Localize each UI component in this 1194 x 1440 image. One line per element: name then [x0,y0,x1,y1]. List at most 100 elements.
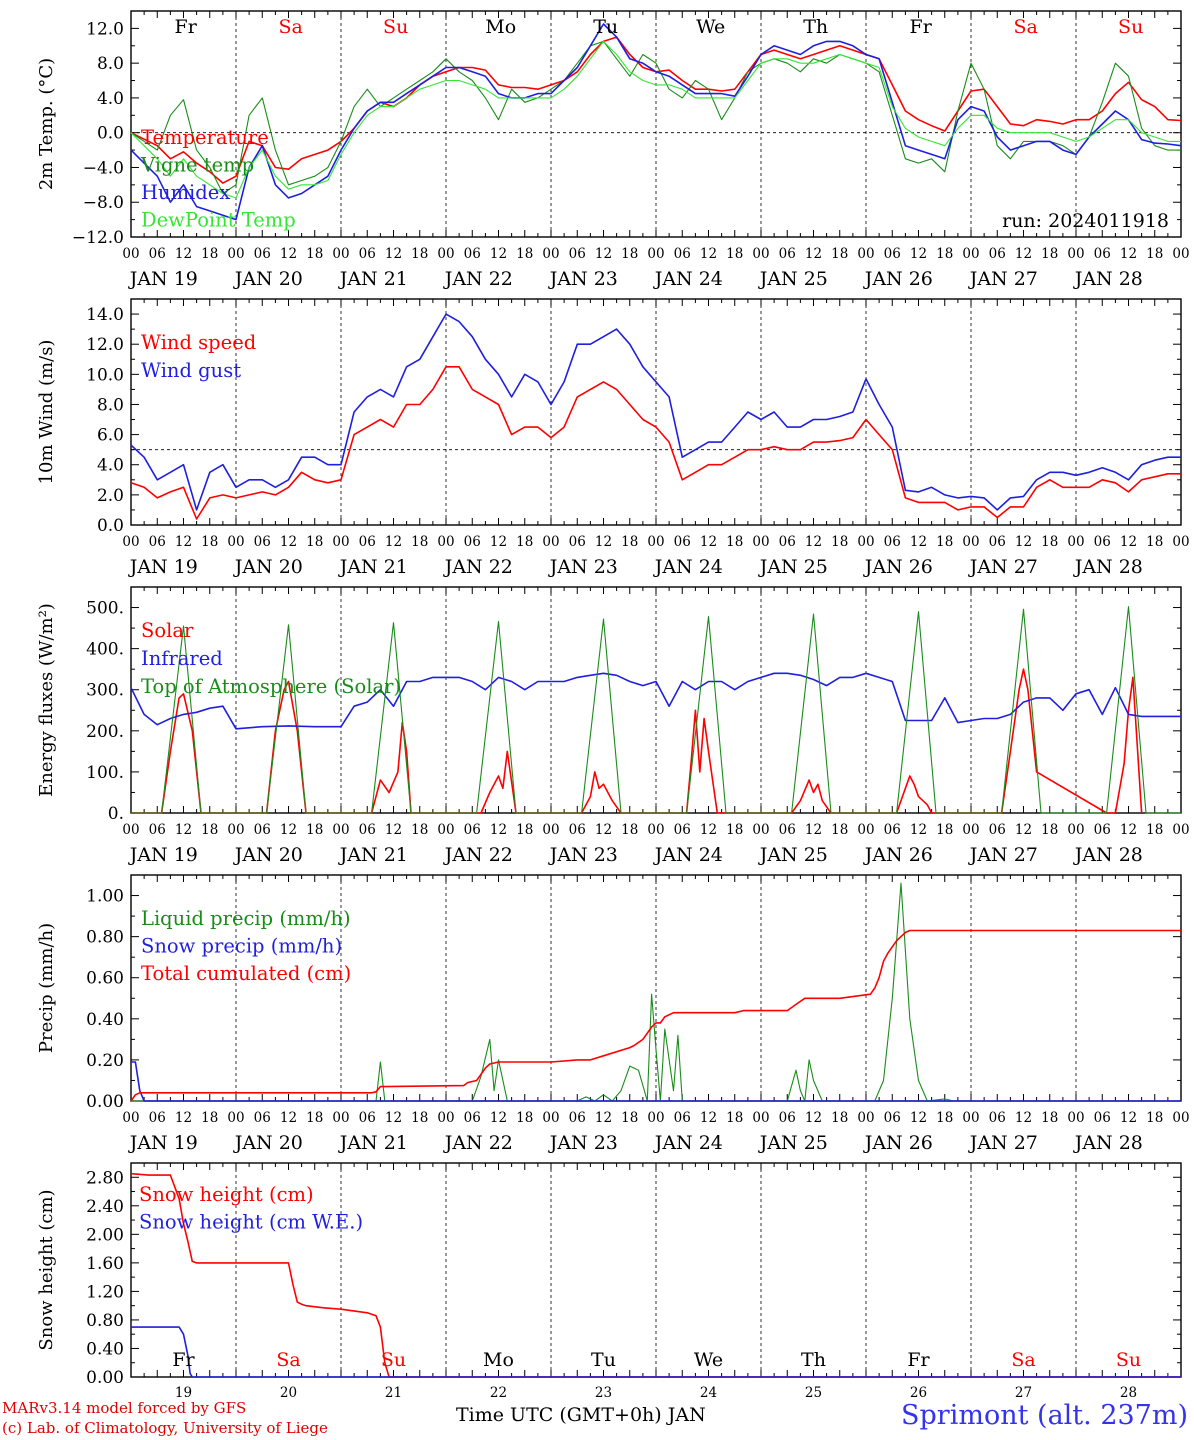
x-tick-label: 12 [700,534,717,550]
weekday-label-bottom: Fr [907,1349,930,1371]
x-tick-label: 06 [569,534,586,550]
weekday-label-bottom: Fr [172,1349,195,1371]
date-label: JAN 20 [233,1132,303,1154]
weekday-label-bottom: Sa [1011,1349,1035,1371]
legend-entry: Total cumulated (cm) [141,962,351,985]
x-tick-label: 06 [1094,246,1111,262]
legend-entry: DewPoint Temp [141,209,296,232]
x-tick-label: 06 [989,534,1006,550]
x-tick-label: 12 [700,1110,717,1126]
date-label: JAN 27 [968,556,1038,578]
day-number: 21 [385,1385,402,1401]
x-tick-label: 00 [752,822,769,838]
legend-entry: Snow precip (mm/h) [141,935,342,958]
y-tick-label: 400. [86,640,124,660]
weekday-label: Tu [593,16,618,38]
x-tick-label: 18 [201,1110,218,1126]
x-tick-label: 12 [595,534,612,550]
date-label: JAN 23 [548,556,618,578]
weekday-label: Fr [175,16,198,38]
date-label: JAN 28 [1073,556,1143,578]
x-tick-label: 06 [1094,534,1111,550]
x-tick-label: 18 [1146,822,1163,838]
y-tick-label: 2.0 [97,486,124,506]
x-tick-label: 12 [490,1110,507,1126]
y-tick-label: −4.0 [83,158,124,178]
date-label: JAN 27 [968,844,1038,866]
legend-entry: Solar [141,619,194,642]
date-label: JAN 26 [863,556,933,578]
x-tick-label: 18 [1146,1110,1163,1126]
x-tick-label: 18 [411,534,428,550]
x-tick-label: 12 [1015,822,1032,838]
x-tick-label: 00 [227,246,244,262]
weekday-label-bottom: We [694,1349,723,1371]
x-tick-label: 18 [411,1110,428,1126]
x-tick-label: 00 [122,534,139,550]
x-tick-label: 00 [122,1110,139,1126]
date-label: JAN 23 [548,268,618,290]
x-tick-label: 18 [306,534,323,550]
date-label: JAN 26 [863,844,933,866]
y-tick-label: 300. [86,681,124,701]
x-tick-label: 12 [385,822,402,838]
x-tick-label: 06 [464,534,481,550]
weekday-label-bottom: Su [381,1349,406,1371]
panel-3: 00 06 12 18 00 06 12 18 00 06 12 18 00 06 12 18 00 06 12 18… [36,586,1190,866]
x-tick-label: 12 [1015,534,1032,550]
x-tick-label: 06 [674,246,691,262]
x-tick-label: 00 [962,822,979,838]
legend-entry: Top of Atmosphere (Solar) [141,675,401,698]
x-tick-label: 18 [936,1110,953,1126]
x-tick-label: 00 [1172,246,1189,262]
y-tick-label: 0.20 [86,1051,124,1071]
day-number: 24 [700,1385,717,1401]
x-tick-label: 18 [411,822,428,838]
x-tick-label: 00 [962,246,979,262]
x-tick-label: 12 [1015,246,1032,262]
series-line-green [131,606,1181,814]
x-tick-label: 18 [1041,246,1058,262]
x-tick-label: 00 [857,246,874,262]
x-tick-label: 06 [674,534,691,550]
x-tick-label: 00 [437,246,454,262]
series-line-blue [130,313,1181,511]
date-label: JAN 28 [1073,268,1143,290]
panel-2: 00 06 12 18 00 06 12 18 00 06 12 18 00 06 12 18 00 06 12 18… [36,298,1190,578]
x-tick-label: 06 [359,534,376,550]
x-tick-label: 00 [647,246,664,262]
x-tick-label: 12 [805,534,822,550]
series-line-blue [130,23,1182,221]
x-tick-label: 00 [332,822,349,838]
series-line-red [130,929,1181,1102]
x-tick-label: 06 [1094,822,1111,838]
x-tick-label: 00 [752,246,769,262]
y-tick-label: 500. [86,599,124,619]
model-credit: MARv3.14 model forced by GFS [2,1399,247,1417]
weekday-label: Sa [1014,16,1038,38]
y-tick-label: 2.80 [86,1168,124,1188]
date-label: JAN 20 [233,268,303,290]
y-axis-title: Precip (mm/h) [36,923,57,1053]
x-tick-label: 18 [726,534,743,550]
x-tick-label: 06 [359,246,376,262]
day-number: 20 [280,1385,297,1401]
x-tick-label: 00 [1067,1110,1084,1126]
x-tick-label: 00 [857,1110,874,1126]
series-line-green [130,40,1181,195]
y-tick-label: 4.0 [97,456,124,476]
y-tick-label: 8.0 [97,54,124,74]
series-line-red [130,365,1181,520]
y-tick-label: 4.0 [97,89,124,109]
x-tick-label: 12 [175,246,192,262]
x-tick-label: 18 [1041,1110,1058,1126]
x-tick-label: 06 [254,246,271,262]
x-tick-label: 18 [306,1110,323,1126]
x-tick-label: 06 [359,822,376,838]
x-tick-label: 12 [280,534,297,550]
date-label: JAN 19 [128,268,198,290]
date-label: JAN 28 [1073,844,1143,866]
weekday-label-bottom: Tu [591,1349,616,1371]
x-tick-label: 18 [1041,534,1058,550]
